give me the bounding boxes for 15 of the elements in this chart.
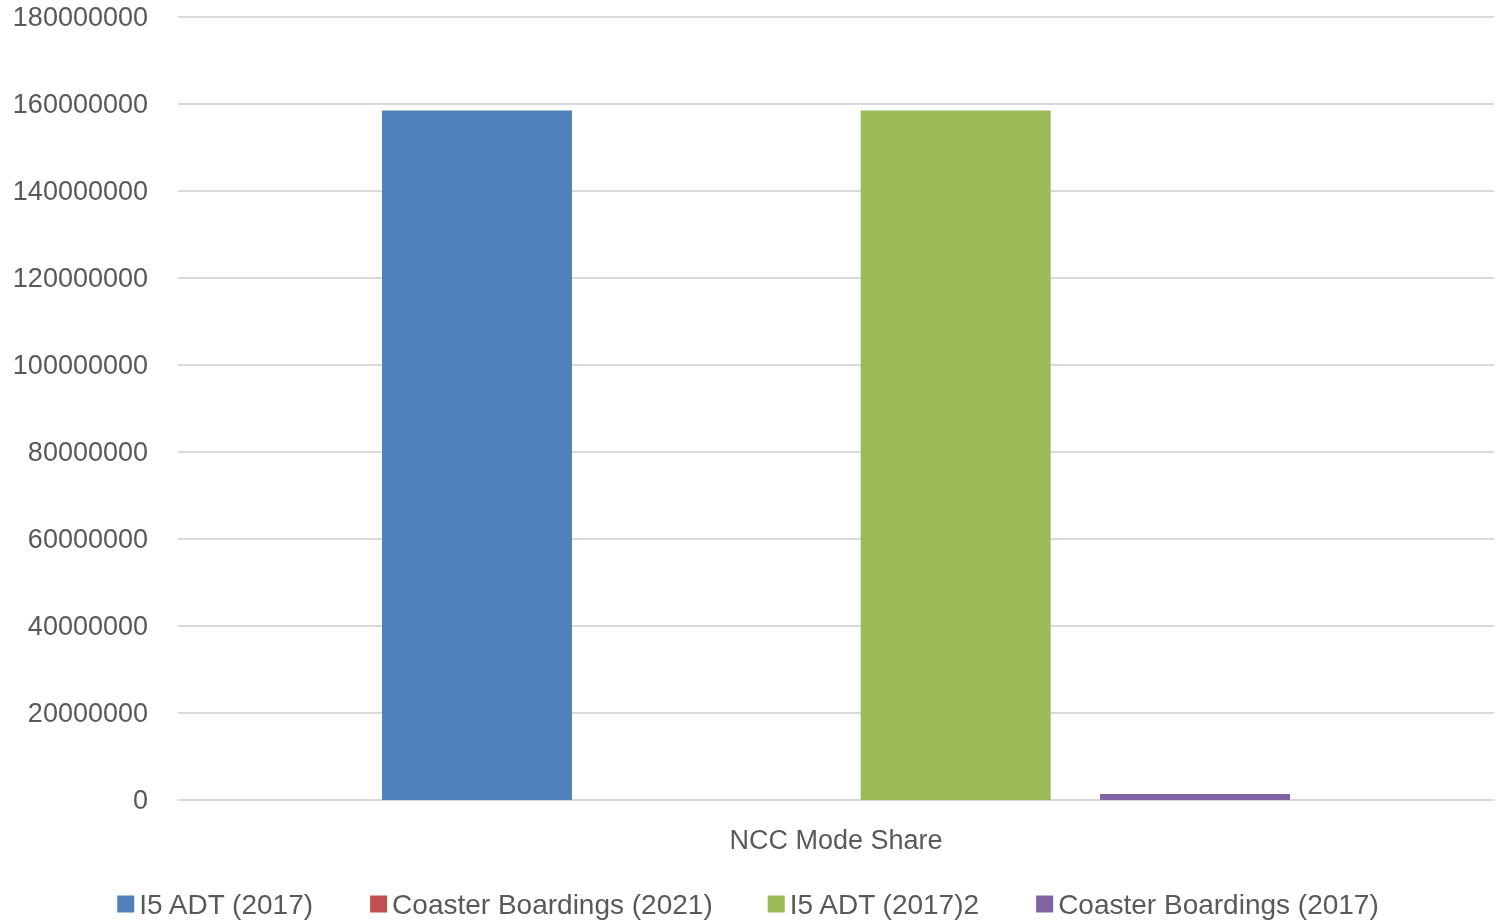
y-tick-label: 160000000	[12, 89, 148, 119]
x-tick-label: NCC Mode Share	[729, 824, 943, 855]
legend-label: I5 ADT (2017)2	[789, 888, 980, 920]
y-tick-label: 0	[132, 785, 148, 815]
y-tick-label: 60000000	[27, 524, 148, 554]
y-tick-label: 100000000	[12, 350, 148, 380]
y-tick-label: 140000000	[12, 176, 148, 206]
y-tick-label: 120000000	[12, 263, 148, 293]
legend-label: Coaster Boardings (2017)	[1058, 888, 1379, 920]
y-tick-label: 180000000	[12, 2, 148, 32]
legend-label: Coaster Boardings (2021)	[392, 888, 713, 920]
legend-label: I5 ADT (2017)	[139, 888, 314, 920]
y-tick-label: 80000000	[27, 437, 148, 467]
y-tick-label: 40000000	[27, 611, 148, 641]
y-tick-label: 20000000	[27, 698, 148, 728]
